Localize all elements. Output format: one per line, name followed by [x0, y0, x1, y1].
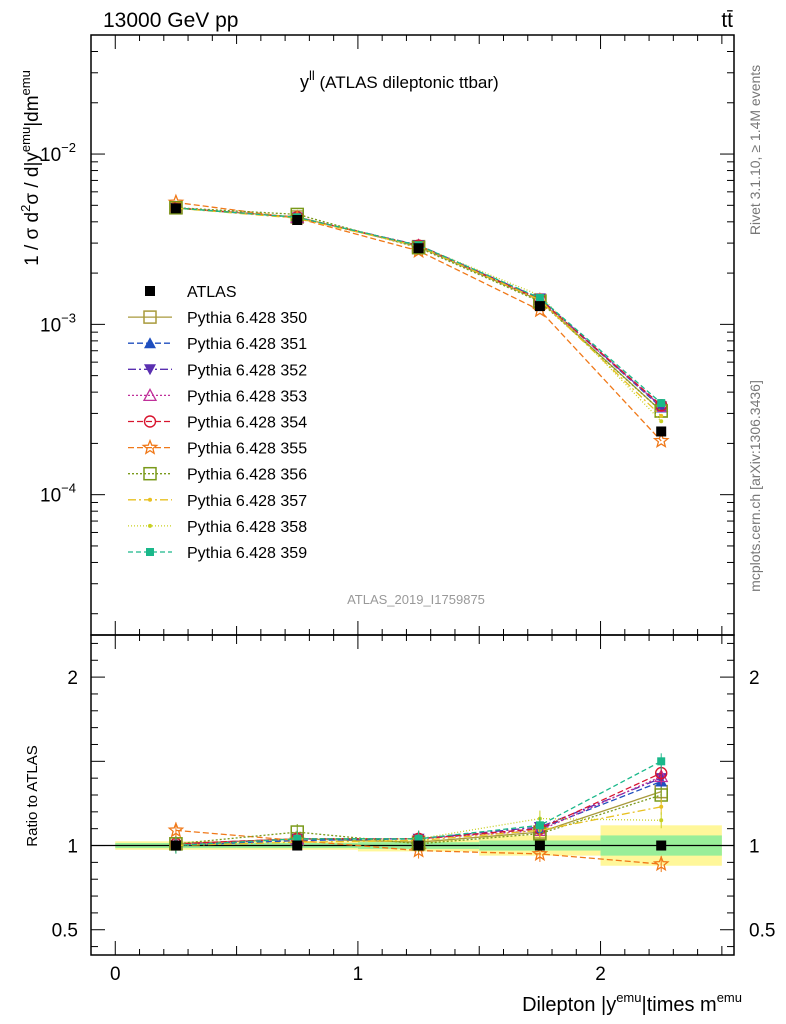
process-label: tt̄ — [721, 9, 733, 32]
legend-marker — [146, 548, 154, 556]
legend-label: Pythia 6.428 358 — [187, 519, 307, 536]
ratio-point — [167, 821, 185, 838]
ratio-point — [293, 834, 302, 843]
ratio-point — [657, 757, 666, 766]
rivet-label: Rivet 3.1.10, ≥ 1.4M events — [747, 65, 763, 235]
y-tick-label: 10−3 — [40, 310, 76, 336]
ratio-panel-frame — [90, 634, 735, 956]
legend-marker — [144, 337, 156, 349]
data-ratio-point — [656, 840, 667, 851]
x-tick-label: 1 — [353, 964, 364, 985]
ratio-point — [535, 821, 544, 830]
legend-label: Pythia 6.428 357 — [187, 493, 307, 510]
legend-marker — [142, 388, 158, 402]
data-ratio-point — [170, 840, 181, 851]
legend-label: Pythia 6.428 350 — [187, 310, 307, 327]
data-point — [292, 214, 303, 225]
legend-marker — [148, 497, 152, 502]
data-point — [413, 243, 424, 254]
data-ratio-point — [534, 840, 545, 851]
legend-label: Pythia 6.428 354 — [187, 415, 307, 432]
legend-label: ATLAS — [187, 284, 237, 301]
series-point — [659, 413, 664, 418]
ratio-tick-label: 2 — [67, 668, 78, 689]
ratio-line-6 — [175, 794, 662, 845]
legend-label: Pythia 6.428 359 — [187, 545, 307, 562]
legend-label: Pythia 6.428 353 — [187, 388, 307, 405]
legend-marker — [144, 364, 156, 376]
series-point — [659, 419, 664, 424]
ratio-tick-label-right: 0.5 — [749, 921, 775, 942]
y-axis-label: 1 / σ d2σ / d|yemu|dmemu — [18, 70, 43, 266]
main-series-layer — [167, 193, 670, 448]
data-point — [170, 203, 181, 214]
ratio-tick-label-right: 2 — [749, 668, 760, 689]
x-tick-label: 2 — [595, 964, 606, 985]
series-point — [652, 432, 670, 448]
ratio-tick-label: 0.5 — [52, 921, 78, 942]
legend-marker — [143, 466, 157, 481]
y-tick-label: 10−4 — [40, 481, 76, 507]
legend-marker — [141, 438, 159, 455]
legend-marker — [143, 310, 157, 324]
ratio-point — [652, 855, 670, 872]
legend-marker — [145, 286, 155, 296]
ratio-line-4 — [175, 772, 662, 845]
x-axis-label: Dilepton |yemu|times memu — [522, 990, 742, 1016]
series-point — [535, 293, 544, 302]
series-line-9 — [175, 207, 662, 404]
legend-label: Pythia 6.428 352 — [187, 362, 307, 379]
x-tick-label: 0 — [110, 964, 121, 985]
y-tick-label: 10−2 — [40, 140, 76, 166]
ratio-point — [659, 804, 664, 809]
legend-marker — [143, 415, 157, 428]
ratio-point — [659, 818, 664, 823]
plot-title: yll (ATLAS dileptonic ttbar) — [300, 68, 499, 92]
data-ratio-point — [292, 840, 303, 851]
ratio-point — [410, 841, 427, 858]
mcplots-label: mcplots.cern.ch [arXiv:1306.3436] — [747, 380, 763, 592]
ratio-tick-label-right: 1 — [749, 837, 760, 858]
ratio-point — [654, 769, 669, 783]
ratio-point — [531, 845, 549, 862]
legend: ATLAS Pythia 6.428 350 Pythia 6.428 351 Pyt… — [128, 284, 307, 562]
series-point — [657, 399, 666, 408]
legend-marker — [148, 523, 152, 528]
axis-ticks: 0 1 2 10−4 10−3 10−2 0.5 0.5 1 1 2 2 — [40, 34, 775, 985]
ratio-y-axis-label: Ratio to ATLAS — [24, 745, 41, 846]
series-line-6 — [175, 207, 662, 412]
data-point — [656, 426, 667, 437]
legend-label: Pythia 6.428 355 — [187, 441, 307, 458]
ratio-tick-label: 1 — [67, 837, 78, 858]
data-ratio-point — [413, 840, 424, 851]
data-point — [534, 301, 545, 312]
ratio-series-layer — [167, 753, 670, 873]
series-point — [169, 200, 183, 215]
energy-label: 13000 GeV pp — [103, 9, 238, 32]
legend-label: Pythia 6.428 356 — [187, 467, 307, 484]
legend-label: Pythia 6.428 351 — [187, 336, 307, 353]
analysis-id: ATLAS_2019_I1759875 — [347, 592, 485, 607]
ratio-point — [414, 834, 423, 843]
